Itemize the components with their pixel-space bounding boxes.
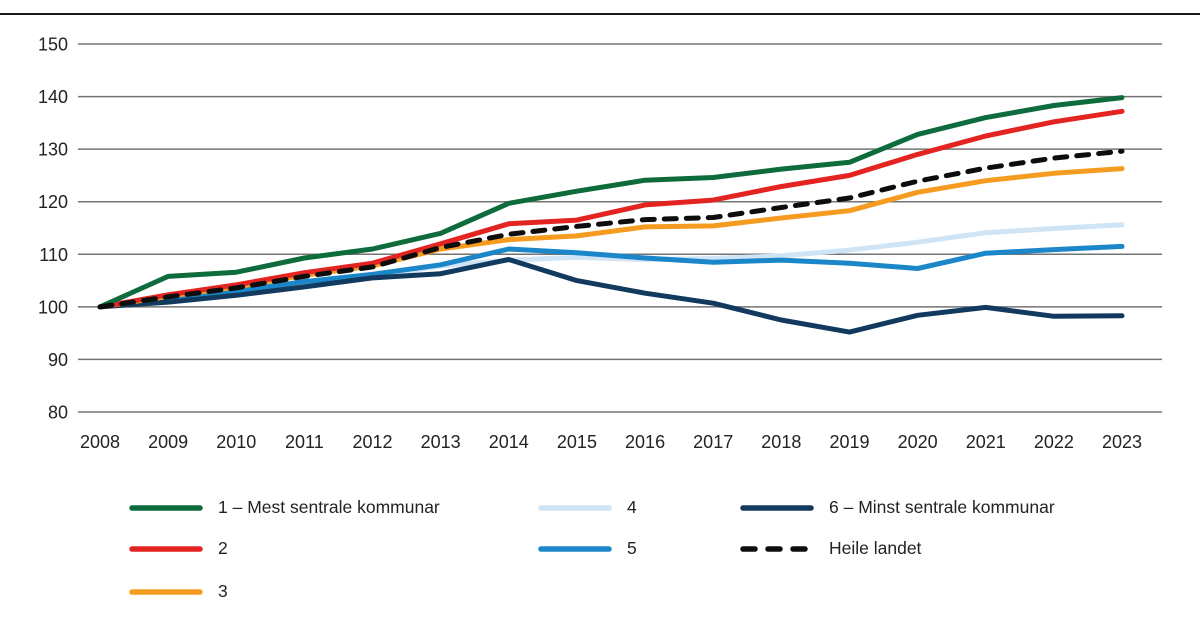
x-tick-label-2023: 2023	[1102, 432, 1142, 452]
x-tick-label-2022: 2022	[1034, 432, 1074, 452]
x-tick-label-2019: 2019	[829, 432, 869, 452]
y-tick-label-120: 120	[38, 192, 68, 212]
y-tick-label-150: 150	[38, 35, 68, 55]
x-tick-label-2008: 2008	[80, 432, 120, 452]
legend-label-heile-landet: Heile landet	[829, 538, 922, 559]
legend-item-2: 2	[128, 535, 228, 563]
legend-item-5: 5	[537, 535, 637, 563]
series-line-7	[97, 148, 1125, 310]
legend-swatch-series-3	[129, 589, 203, 595]
x-tick-label-2014: 2014	[489, 432, 529, 452]
y-tick-label-130: 130	[38, 140, 68, 160]
x-tick-label-2017: 2017	[693, 432, 733, 452]
legend-item-1-mest-sentrale: 1 – Mest sentrale kommunar	[128, 494, 440, 522]
legend-label-series-4: 4	[627, 497, 637, 518]
legend-label-series-1: 1 – Mest sentrale kommunar	[218, 497, 440, 518]
legend-label-series-2: 2	[218, 538, 228, 559]
figure-top-rule	[0, 13, 1200, 15]
y-tick-label-140: 140	[38, 87, 68, 107]
x-tick-label-2009: 2009	[148, 432, 188, 452]
x-tick-label-2021: 2021	[966, 432, 1006, 452]
y-tick-label-90: 90	[48, 350, 68, 370]
legend-label-series-3: 3	[218, 581, 228, 602]
legend-label-series-5: 5	[627, 538, 637, 559]
x-tick-label-2020: 2020	[898, 432, 938, 452]
y-tick-label-80: 80	[48, 403, 68, 423]
legend-item-heile-landet: Heile landet	[739, 535, 921, 563]
x-tick-label-2016: 2016	[625, 432, 665, 452]
legend-item-6-minst-sentrale: 6 – Minst sentrale kommunar	[739, 494, 1055, 522]
x-tick-label-2012: 2012	[353, 432, 393, 452]
series-line-6	[97, 257, 1125, 335]
y-tick-label-110: 110	[39, 245, 68, 265]
legend-swatch-series-6	[740, 505, 814, 511]
legend-swatch-series-1	[129, 505, 203, 511]
x-tick-label-2013: 2013	[421, 432, 461, 452]
x-tick-label-2015: 2015	[557, 432, 597, 452]
x-tick-label-2010: 2010	[216, 432, 256, 452]
y-tick-label-100: 100	[38, 297, 68, 317]
legend-swatch-series-5	[538, 546, 612, 552]
line-chart: 80 90 100 110 120 130 140 150 2008 2009 2010 2011 20…	[38, 35, 1162, 452]
legend-swatch-series-2	[129, 546, 203, 552]
legend-swatch-series-4	[538, 505, 612, 511]
x-tick-label-2018: 2018	[761, 432, 801, 452]
series-line-5	[97, 243, 1125, 310]
legend-swatch-heile-landet	[740, 546, 814, 552]
legend-item-3: 3	[128, 578, 228, 606]
series-line-1	[97, 95, 1125, 310]
legend-item-4: 4	[537, 494, 637, 522]
series-line-2	[97, 108, 1125, 310]
x-tick-label-2011: 2011	[285, 432, 324, 452]
legend-label-series-6: 6 – Minst sentrale kommunar	[829, 497, 1055, 518]
